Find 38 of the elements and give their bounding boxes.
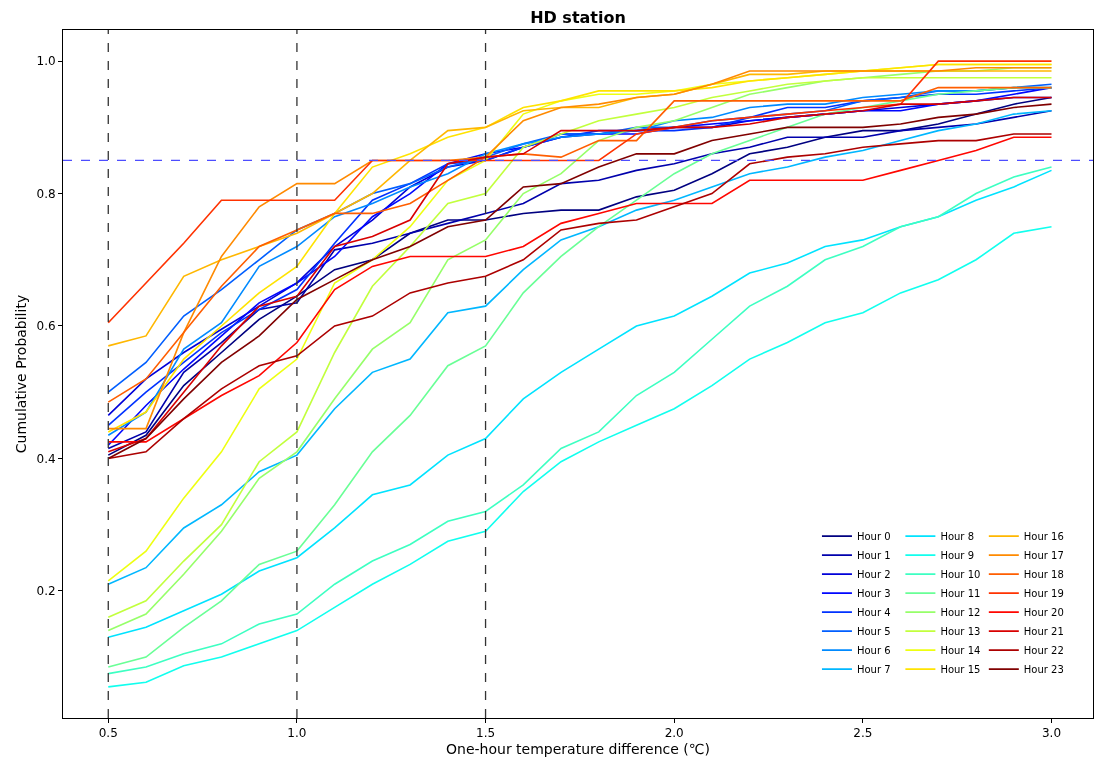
legend-label: Hour 2 xyxy=(856,569,891,580)
legend-label: Hour 21 xyxy=(1023,626,1064,637)
legend-label: Hour 18 xyxy=(1023,569,1064,580)
legend-label: Hour 13 xyxy=(940,626,981,637)
legend-label: Hour 10 xyxy=(940,569,981,580)
legend-label: Hour 17 xyxy=(1023,550,1064,561)
legend-label: Hour 16 xyxy=(1023,531,1064,542)
legend-label: Hour 9 xyxy=(940,550,975,561)
legend-label: Hour 6 xyxy=(856,645,891,656)
legend-label: Hour 7 xyxy=(856,664,891,675)
legend-label: Hour 15 xyxy=(940,664,981,675)
legend-label: Hour 1 xyxy=(856,550,891,561)
y-tick-label: 0.8 xyxy=(36,186,56,201)
legend-label: Hour 23 xyxy=(1023,664,1064,675)
legend-label: Hour 3 xyxy=(856,588,891,599)
x-tick-label: 1.5 xyxy=(476,726,496,741)
y-tick-label: 0.4 xyxy=(36,451,56,466)
x-tick-label: 0.5 xyxy=(98,726,118,741)
y-tick-label: 1.0 xyxy=(36,54,56,69)
y-tick-label: 0.2 xyxy=(36,584,56,599)
y-axis-title: Cumulative Probability xyxy=(13,294,30,454)
legend-label: Hour 19 xyxy=(1023,588,1064,599)
legend-label: Hour 14 xyxy=(940,645,981,656)
legend-label: Hour 22 xyxy=(1023,645,1064,656)
legend-label: Hour 4 xyxy=(856,607,891,618)
legend-label: Hour 11 xyxy=(940,588,981,599)
legend-label: Hour 20 xyxy=(1023,607,1064,618)
chart-title: HD station xyxy=(530,7,626,27)
x-tick-label: 2.5 xyxy=(853,726,873,741)
x-tick-label: 2.0 xyxy=(664,726,684,741)
y-tick-label: 0.6 xyxy=(36,319,56,334)
legend-label: Hour 12 xyxy=(940,607,981,618)
x-axis-title: One-hour temperature difference (℃) xyxy=(446,740,710,757)
x-tick-label: 1.0 xyxy=(287,726,307,741)
x-tick-label: 3.0 xyxy=(1041,726,1062,741)
legend-label: Hour 8 xyxy=(940,531,975,542)
legend-label: Hour 0 xyxy=(856,531,891,542)
legend-label: Hour 5 xyxy=(856,626,891,637)
